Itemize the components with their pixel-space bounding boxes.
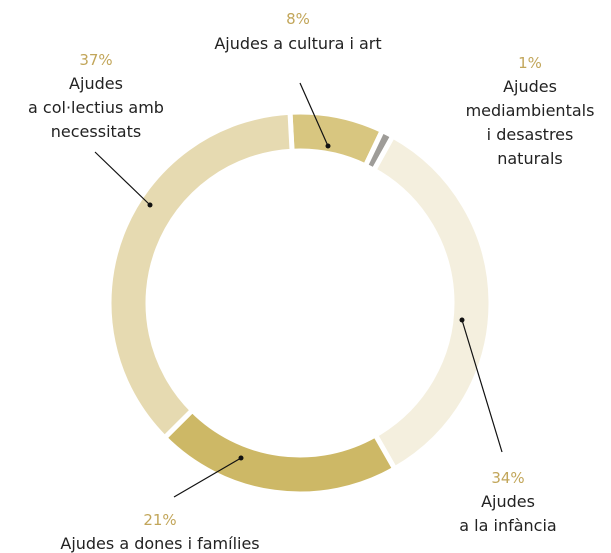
category-label: Ajudes a dones i famílies: [60, 534, 260, 553]
donut-segment: [161, 406, 399, 497]
value-label: 34%: [491, 469, 525, 487]
leader-line: [173, 457, 242, 498]
category-label: Ajudes mediambientals i desastres natura…: [465, 77, 595, 168]
value-label: 21%: [143, 511, 177, 529]
leader-dot: [147, 202, 153, 208]
category-label: Ajudes a cultura i art: [214, 34, 382, 53]
category-label: Ajudes a col·lectius amb necessitats: [28, 74, 164, 141]
category-label: Ajudes a la infància: [459, 492, 557, 535]
leader-dot: [238, 455, 244, 461]
leader-dot: [325, 143, 331, 149]
value-label: 8%: [286, 10, 310, 28]
leader-line: [94, 151, 151, 206]
leader-dot: [459, 317, 465, 323]
leader-line: [461, 319, 503, 453]
donut-segment: [106, 109, 295, 442]
value-label: 37%: [79, 51, 113, 69]
value-label: 1%: [518, 54, 542, 72]
donut-segment: [370, 132, 494, 473]
leader-line: [299, 82, 329, 147]
